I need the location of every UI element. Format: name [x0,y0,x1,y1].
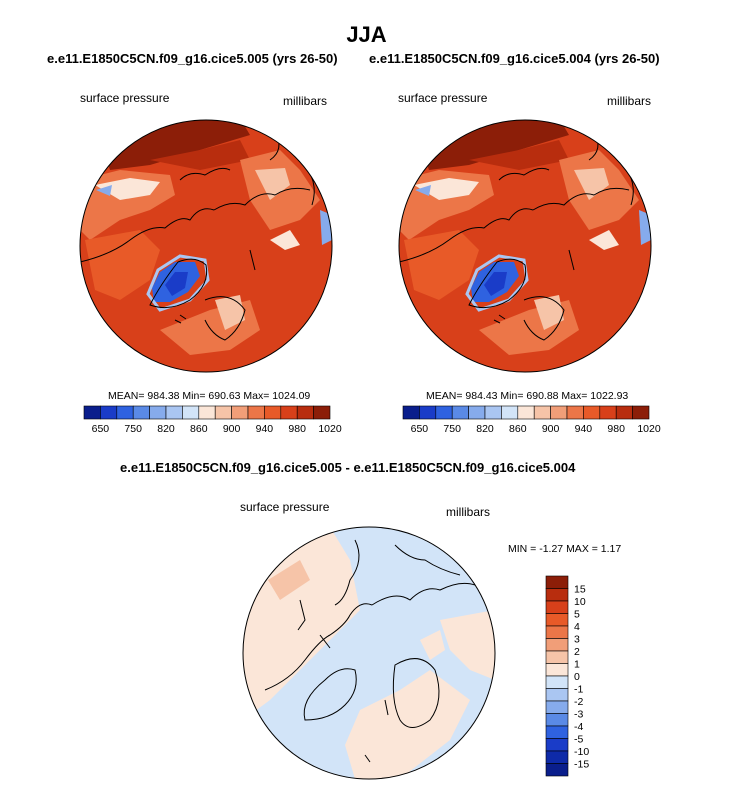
panel-b-stats: MEAN= 984.43 Min= 690.88 Max= 1022.93 [426,390,629,402]
panel-b-colorbar-box [550,405,568,420]
panel-a-colorbar-box [165,405,183,420]
panel-c-colorbar-tick-label: -3 [574,709,583,721]
panel-c-colorbar-tick-label: 4 [574,621,580,633]
panel-a-units-label: millibars [283,94,328,108]
panel-c-colorbar-box [545,650,569,664]
panel-a-colorbar-tick-label: 940 [256,423,274,435]
panel-c-colorbar-tick-label: -10 [574,746,589,758]
panel-b-colorbar: 650 750 820 860 900 940 980 1020 [402,405,661,435]
panel-a-colorbar-tick-label: 860 [190,423,208,435]
panel-c-colorbar-box [545,700,569,714]
page-title: JJA [346,22,387,47]
panel-c-variable-label: surface pressure [240,500,330,514]
panel-b-colorbar-tick-label: 900 [542,423,560,435]
panel-c-colorbar-box [545,738,569,752]
panel-b-units-label: millibars [607,94,652,108]
panel-c-colorbar-box [545,763,569,777]
panel-a-colorbar-box [313,405,331,420]
panel-a-colorbar-tick-label: 1020 [318,423,342,435]
panel-c-colorbar-box [545,638,569,652]
panel-c-map [242,526,496,780]
panel-b-colorbar-tick-label: 820 [476,423,494,435]
panel-b-colorbar-box [468,405,486,420]
panel-a-colorbar-box [116,405,134,420]
panel-c-colorbar-tick-label: -15 [574,759,589,771]
panel-b-colorbar-tick-label: 860 [509,423,527,435]
panel-a-colorbar-box [83,405,101,420]
panel-a-colorbar-tick-label: 820 [157,423,175,435]
panel-b-colorbar-tick-label: 650 [411,423,429,435]
panel-a-colorbar-box [280,405,298,420]
panel-b-colorbar-box [402,405,420,420]
panel-c-colorbar-box [545,663,569,677]
panel-c-colorbar-tick-label: -2 [574,696,583,708]
case-a-title: e.e11.E1850C5CN.f09_g16.cice5.005 (yrs 2… [47,51,338,66]
panel-a-colorbar-box [100,405,118,420]
panel-b-variable-label: surface pressure [398,91,488,105]
panel-b-colorbar-box [484,405,502,420]
panel-c-colorbar-tick-label: -4 [574,721,583,733]
panel-c-colorbar-box [545,713,569,727]
panel-a-colorbar-box [198,405,216,420]
diff-title: e.e11.E1850C5CN.f09_g16.cice5.005 - e.e1… [120,460,576,475]
panel-a-colorbar-box [231,405,249,420]
panel-c-colorbar-tick-label: 3 [574,634,580,646]
panel-a-colorbar-box [264,405,282,420]
panel-a-colorbar-tick-label: 750 [124,423,142,435]
panel-a-colorbar: 650 750 820 860 900 940 980 1020 [83,405,342,435]
panel-c-field [243,527,495,779]
panel-c-units-label: millibars [446,505,491,519]
panel-c-colorbar-tick-label: 2 [574,646,580,658]
panel-b-colorbar-box [501,405,519,420]
panel-c-colorbar-tick-label: 0 [574,671,580,683]
panel-b-field [399,120,651,372]
panel-c-colorbar-box [545,675,569,689]
panel-c-colorbar-tick-label: 10 [574,596,586,608]
panel-c-colorbar-tick-label: 1 [574,659,580,671]
panel-c-colorbar-box [545,600,569,614]
panel-c-colorbar-box [545,575,569,589]
panel-b-colorbar-box [435,405,453,420]
panel-b-colorbar-tick-label: 940 [575,423,593,435]
panel-b-colorbar-box [517,405,535,420]
panel-b-colorbar-box [632,405,650,420]
panel-a-colorbar-box [296,405,314,420]
panel-c-colorbar-tick-label: -1 [574,684,583,696]
panel-c-stats: MIN = -1.27 MAX = 1.17 [508,543,622,555]
panel-b-colorbar-tick-label: 1020 [637,423,661,435]
panel-b-colorbar-tick-label: 750 [443,423,461,435]
panel-a-colorbar-box [214,405,232,420]
panel-a-stats: MEAN= 984.38 Min= 690.63 Max= 1024.09 [108,390,311,402]
panel-c-colorbar-box [545,613,569,627]
panel-c-colorbar-box [545,750,569,764]
panel-a-colorbar-tick-label: 980 [288,423,306,435]
panel-a-variable-label: surface pressure [80,91,170,105]
panel-a-colorbar-box [247,405,265,420]
panel-b-colorbar-tick-label: 980 [607,423,625,435]
panel-c-colorbar-tick-label: 15 [574,584,586,596]
panel-b-map [398,119,652,373]
panel-b-colorbar-box [583,405,601,420]
panel-c-colorbar-box [545,688,569,702]
panel-b-colorbar-box [566,405,584,420]
panel-c-colorbar-tick-label: 5 [574,609,580,621]
panel-a-colorbar-tick-label: 650 [92,423,110,435]
panel-a-colorbar-tick-label: 900 [223,423,241,435]
panel-a-colorbar-box [149,405,167,420]
case-b-title: e.e11.E1850C5CN.f09_g16.cice5.004 (yrs 2… [369,51,660,66]
panel-b-colorbar-box [599,405,617,420]
panel-b-colorbar-box [451,405,469,420]
panel-c-colorbar-box [545,588,569,602]
panel-b-colorbar-box [419,405,437,420]
panel-b-colorbar-box [615,405,633,420]
panel-c-colorbar-box [545,625,569,639]
panel-b-colorbar-box [533,405,551,420]
panel-a-field [80,120,332,372]
panel-a-colorbar-box [132,405,150,420]
panel-a-colorbar-box [182,405,200,420]
panel-c-colorbar-tick-label: -5 [574,734,583,746]
panel-c-colorbar-box [545,725,569,739]
